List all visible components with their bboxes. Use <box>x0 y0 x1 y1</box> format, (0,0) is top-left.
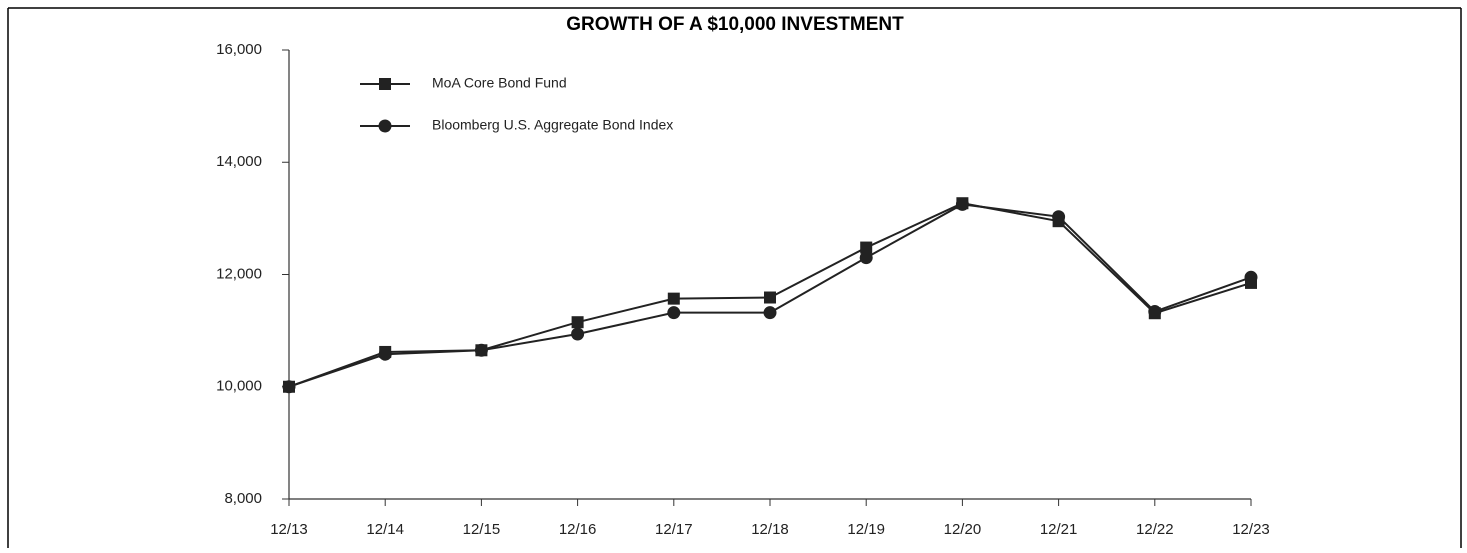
marker <box>1148 305 1162 319</box>
y-tick-label: 8,000 <box>224 490 262 507</box>
y-tick-label: 16,000 <box>216 41 262 58</box>
x-tick-label: 12/19 <box>847 521 885 538</box>
marker <box>571 316 584 329</box>
legend-label: Bloomberg U.S. Aggregate Bond Index <box>432 117 673 133</box>
marker <box>378 347 392 361</box>
x-tick-label: 12/23 <box>1232 521 1270 538</box>
marker <box>379 78 391 90</box>
marker <box>763 306 777 320</box>
x-tick-label: 12/13 <box>270 521 308 538</box>
x-tick-label: 12/15 <box>463 521 501 538</box>
marker <box>859 251 873 265</box>
marker <box>1052 210 1066 224</box>
marker <box>1244 270 1258 284</box>
y-tick-label: 10,000 <box>216 378 262 395</box>
legend-label: MoA Core Bond Fund <box>432 75 567 91</box>
marker <box>667 292 680 305</box>
x-tick-label: 12/22 <box>1136 521 1174 538</box>
marker <box>764 291 776 304</box>
x-tick-label: 12/17 <box>655 521 693 538</box>
marker <box>667 306 681 320</box>
marker <box>474 343 488 357</box>
x-tick-label: 12/16 <box>559 521 597 538</box>
y-tick-label: 14,000 <box>216 153 262 170</box>
y-tick-label: 12,000 <box>216 265 262 282</box>
marker <box>860 241 873 254</box>
marker <box>282 380 296 394</box>
marker <box>955 197 969 211</box>
x-tick-label: 12/14 <box>366 521 404 538</box>
x-tick-label: 12/18 <box>751 521 789 538</box>
x-tick-label: 12/21 <box>1040 521 1078 538</box>
chart-title: GROWTH OF A $10,000 INVESTMENT <box>566 14 904 35</box>
marker <box>571 327 585 341</box>
x-tick-label: 12/20 <box>944 521 982 538</box>
marker <box>378 119 392 133</box>
